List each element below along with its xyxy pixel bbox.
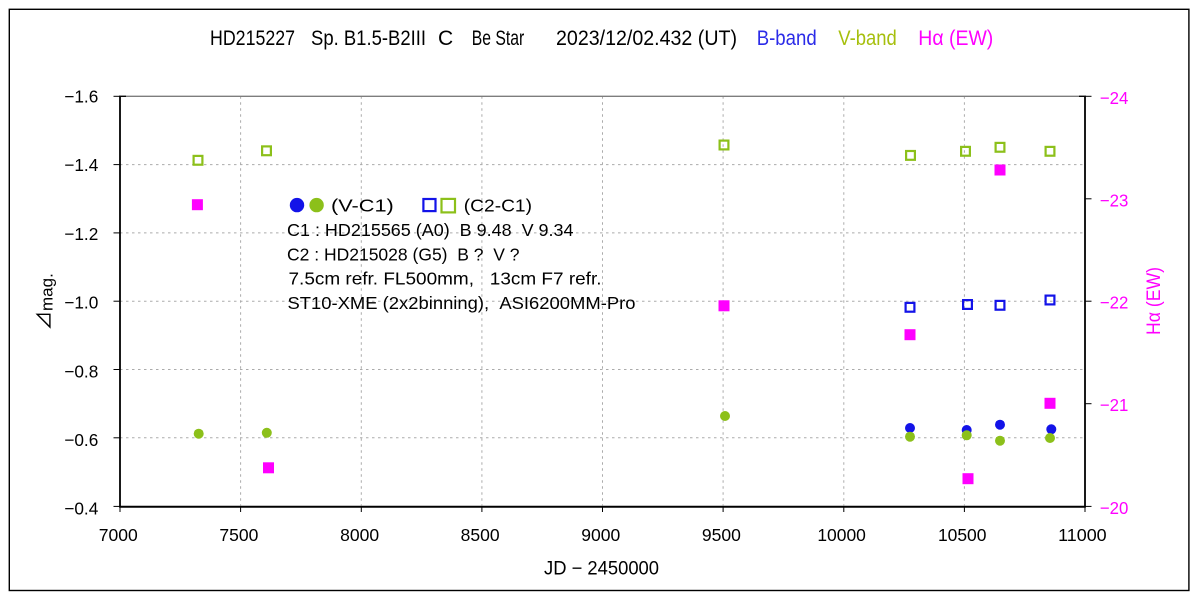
svg-text:ST10-XME (2x2binning), ASI620: ST10-XME (2x2binning), ASI6200MM-Pro [288,293,636,313]
svg-text:−22: −22 [1100,293,1129,313]
svg-text:−23: −23 [1100,190,1129,210]
svg-text:(C2-C1): (C2-C1) [464,196,532,216]
svg-text:7.5cm refr. FL500mm, 13cm F7: 7.5cm refr. FL500mm, 13cm F7 refr. [289,269,602,289]
svg-text:(V-C1): (V-C1) [331,196,394,216]
svg-text:C1 : HD215565 (A0) B 9.48 V: C1 : HD215565 (A0) B 9.48 V 9.34 [287,220,574,240]
svg-text:2023/12/02.432 (UT): 2023/12/02.432 (UT) [556,27,737,50]
svg-text:Be Star: Be Star [472,27,525,50]
svg-text:10500: 10500 [938,525,987,545]
svg-text:−0.6: −0.6 [64,430,98,450]
svg-text:C2 : HD215028 (G5) B ? V ?: C2 : HD215028 (G5) B ? V ? [287,244,520,264]
svg-text:8500: 8500 [461,525,500,545]
svg-text:−1.2: −1.2 [64,224,98,244]
svg-text:−21: −21 [1100,395,1129,415]
svg-text:−1.4: −1.4 [64,155,98,175]
svg-text:7000: 7000 [99,525,138,545]
svg-text:B-band: B-band [757,27,817,50]
svg-text:JD − 2450000: JD − 2450000 [544,559,659,580]
svg-text:7500: 7500 [219,525,258,545]
svg-text:10000: 10000 [817,525,866,545]
svg-text:−24: −24 [1100,88,1129,108]
svg-text:Hα (EW): Hα (EW) [1144,267,1165,335]
svg-text:9000: 9000 [581,525,620,545]
svg-text:Sp. B1.5-B2III: Sp. B1.5-B2III [311,27,426,50]
svg-text:HD215227: HD215227 [210,27,295,50]
svg-text:9500: 9500 [702,525,741,545]
svg-text:−20: −20 [1100,498,1129,518]
svg-text:−0.8: −0.8 [64,361,98,381]
svg-text:8000: 8000 [340,525,379,545]
svg-text:mag.: mag. [38,273,57,311]
svg-text:C: C [438,27,453,50]
svg-text:11000: 11000 [1058,525,1107,545]
svg-text:V-band: V-band [838,27,897,50]
svg-text:−1.6: −1.6 [64,87,98,107]
svg-text:−1.0: −1.0 [64,293,98,313]
svg-text:Hα (EW): Hα (EW) [918,27,993,50]
svg-text:−0.4: −0.4 [64,499,98,519]
